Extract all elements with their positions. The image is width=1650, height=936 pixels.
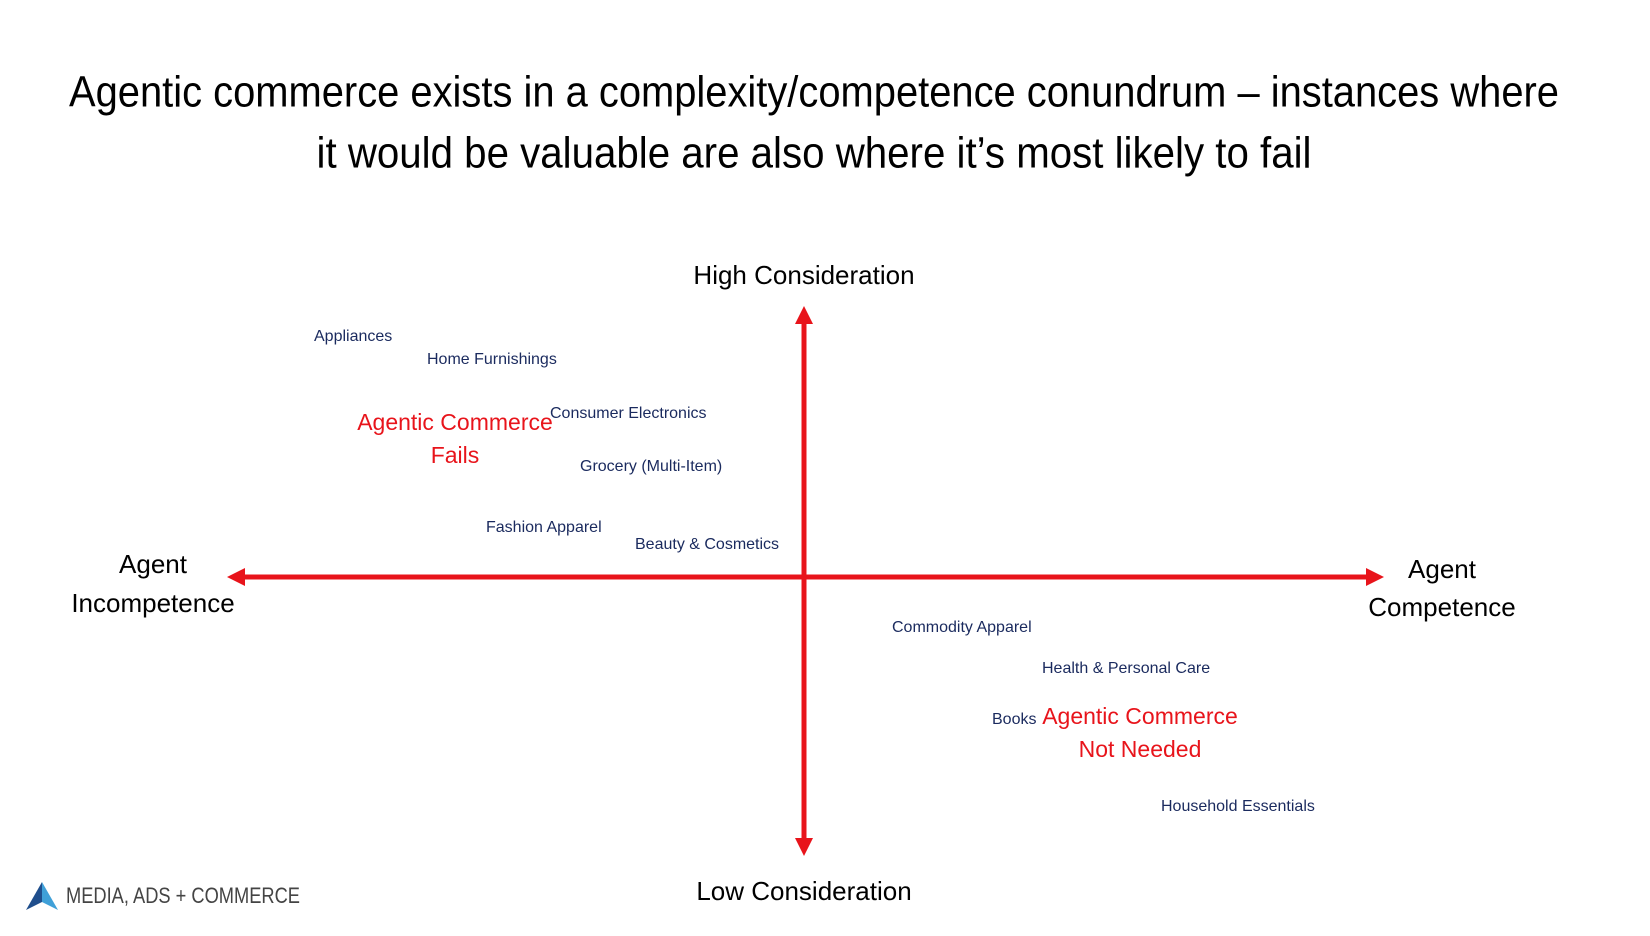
- category-item: Consumer Electronics: [550, 405, 707, 422]
- arrowhead: [795, 306, 813, 324]
- category-item: Beauty & Cosmetics: [635, 536, 779, 553]
- axis-label: Low Consideration: [696, 876, 911, 906]
- quadrant-label: Agentic Commerce: [1042, 703, 1238, 729]
- category-item: Household Essentials: [1161, 798, 1315, 815]
- axis-label: Agent: [119, 549, 188, 579]
- axis-label: Agent: [1408, 554, 1477, 584]
- axis-label: Competence: [1368, 592, 1515, 622]
- quadrant-label: Not Needed: [1079, 736, 1202, 762]
- title-line: it would be valuable are also where it’s…: [317, 129, 1312, 178]
- category-item: Health & Personal Care: [1042, 660, 1210, 677]
- category-item: Commodity Apparel: [892, 619, 1032, 636]
- arrowhead: [1366, 568, 1384, 586]
- category-item: Home Furnishings: [427, 351, 557, 368]
- axis-label: High Consideration: [693, 260, 914, 290]
- axis-label: Incompetence: [71, 588, 234, 618]
- logo-icon: [26, 882, 58, 910]
- quadrant-label: Fails: [431, 442, 480, 468]
- arrowhead: [795, 838, 813, 856]
- title-line: Agentic commerce exists in a complexity/…: [69, 68, 1559, 117]
- category-item: Grocery (Multi-Item): [580, 458, 722, 475]
- category-item: Books: [992, 711, 1036, 728]
- quadrant-label: Agentic Commerce: [357, 409, 553, 435]
- axes: [227, 306, 1384, 856]
- category-item: Appliances: [314, 328, 392, 345]
- arrowhead: [227, 568, 245, 586]
- logo-text: MEDIA, ADS + COMMERCE: [66, 883, 300, 908]
- category-item: Fashion Apparel: [486, 519, 602, 536]
